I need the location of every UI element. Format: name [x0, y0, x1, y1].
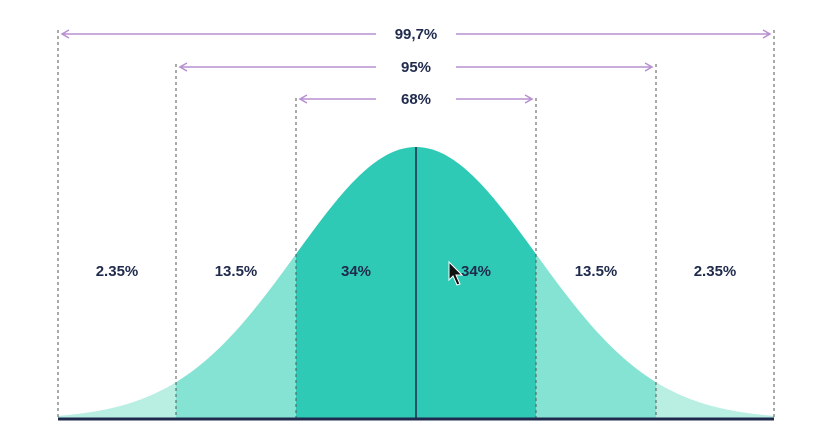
- region-label: 2.35%: [96, 263, 139, 280]
- region-fill-5: [536, 254, 656, 419]
- region-label: 13.5%: [215, 263, 258, 280]
- range-label: 68%: [401, 91, 431, 108]
- sd-boundary-lines: [57, 30, 775, 419]
- region-labels: 2.35% 13.5% 34% 34% 13.5% 2.35%: [96, 263, 737, 280]
- region-label: 34%: [341, 263, 371, 280]
- region-label: 2.35%: [694, 263, 737, 280]
- range-arrows: 99,7% 95% 68%: [60, 26, 772, 108]
- range-arrow-3: 68%: [298, 91, 534, 108]
- region-fill-1: [58, 382, 176, 419]
- range-arrow-2: 95%: [178, 59, 654, 76]
- range-arrow-1: 99,7%: [60, 26, 772, 43]
- mouse-cursor-icon: [448, 260, 464, 286]
- region-label: 34%: [461, 263, 491, 280]
- region-fill-2: [176, 254, 296, 419]
- region-fill-6: [656, 382, 774, 419]
- curve-fills: [58, 147, 774, 419]
- range-label: 95%: [401, 59, 431, 76]
- region-label: 13.5%: [575, 263, 618, 280]
- region-fill-3: [296, 147, 416, 419]
- region-fill-4: [416, 147, 536, 419]
- range-label: 99,7%: [395, 26, 438, 43]
